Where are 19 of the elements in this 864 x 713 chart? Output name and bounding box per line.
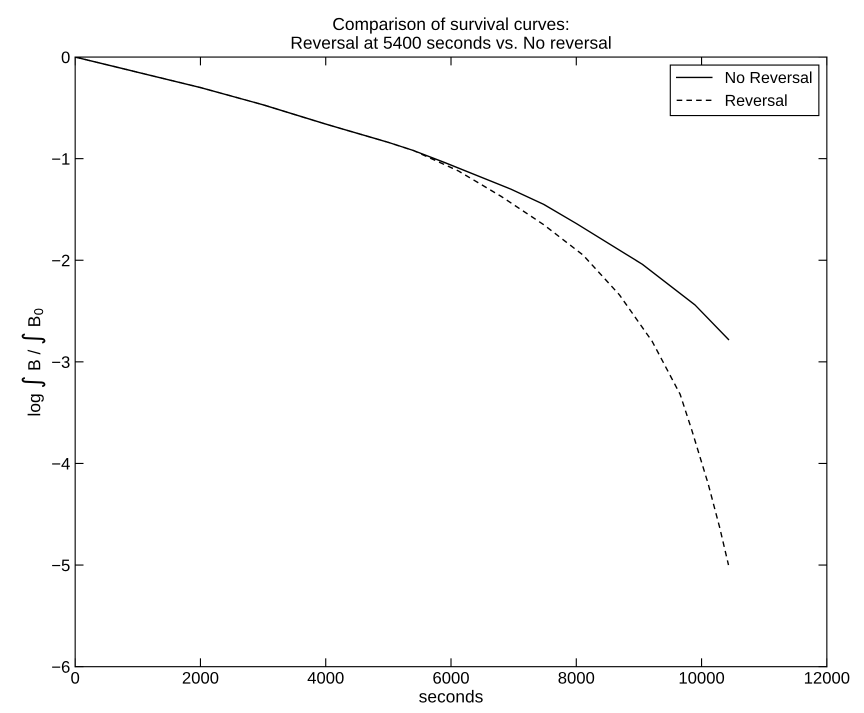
- x-tick-label: 2000: [182, 672, 218, 684]
- y-tick-label: −6: [52, 661, 70, 673]
- x-tick-label: 6000: [433, 672, 469, 684]
- x-tick-label: 8000: [558, 672, 594, 684]
- x-tick-label: 12000: [804, 672, 850, 684]
- y-tick-label: −1: [52, 153, 70, 165]
- y-tick-label: −4: [52, 458, 70, 470]
- legend-label: No Reversal: [726, 71, 812, 84]
- x-axis-title: seconds: [419, 690, 483, 703]
- y-tick-label: 0: [62, 51, 70, 64]
- x-tick-label: 0: [71, 672, 80, 684]
- chart-title: Comparison of survival curves: Reversal at 5400 seconds vs. No reversal: [292, 17, 611, 49]
- y-axis-title: log ∫ B / ∫ B$_{0}$: [22, 308, 46, 416]
- y-tick-label: −3: [52, 356, 70, 368]
- y-tick-label: −2: [52, 254, 70, 266]
- legend-label: Reversal: [726, 94, 787, 106]
- y-tick-label: −5: [52, 560, 70, 572]
- x-tick-label: 10000: [680, 672, 724, 684]
- x-tick-label: 4000: [308, 672, 344, 684]
